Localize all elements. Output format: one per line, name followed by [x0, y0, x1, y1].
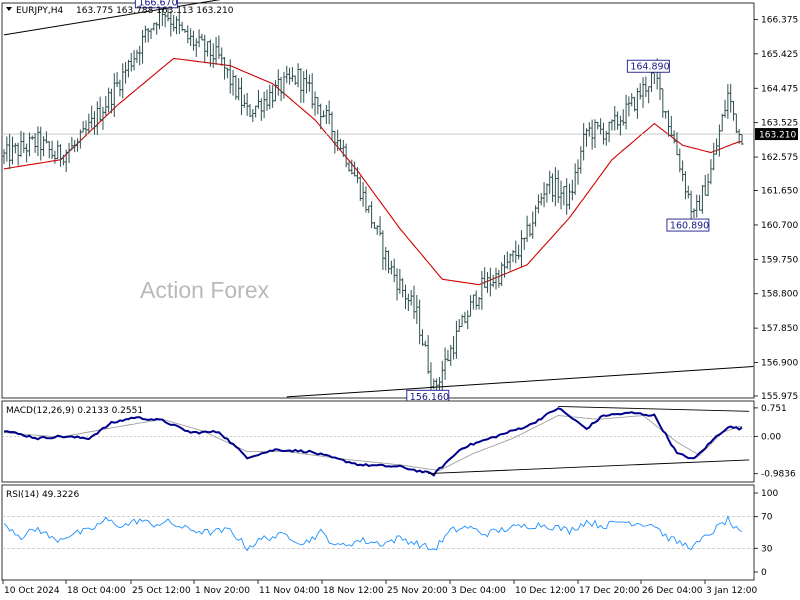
time-tick-label: 18 Oct 04:00 — [67, 586, 126, 596]
price-tick-label: 157.850 — [761, 324, 798, 334]
swing-label: 166.670 — [134, 0, 178, 8]
swing-label: 164.890 — [626, 59, 670, 73]
price-tick-label: 166.375 — [761, 15, 798, 25]
current-price-label: 163.210 — [759, 131, 796, 141]
price-trendline — [3, 0, 221, 36]
time-tick-label: 10 Oct 2024 — [4, 586, 60, 596]
svg-text:160.890: 160.890 — [670, 221, 709, 232]
macd-tick-label: -0.9836 — [761, 470, 796, 480]
time-tick-label: 10 Dec 12:00 — [515, 586, 576, 596]
swing-label: 160.890 — [666, 218, 710, 232]
macd-lines-layer — [2, 405, 754, 477]
macd-axis: 0.751 0.00 -0.9836 — [754, 404, 796, 480]
macd-signal-line — [3, 415, 742, 471]
ohlc-values: 163.775 163.788 163.113 163.210 — [76, 6, 234, 16]
time-tick-label: 26 Dec 04:00 — [642, 586, 703, 596]
price-tick-label: 158.800 — [761, 290, 798, 300]
price-tick-label: 162.575 — [761, 153, 798, 163]
candles-layer — [2, 0, 744, 395]
time-tick-label: 11 Nov 04:00 — [259, 586, 320, 596]
rsi-panel: RSI(14) 49.3226 100 70 30 0 — [1, 484, 778, 581]
chart-header: EURJPY,H4 163.775 163.788 163.113 163.21… — [6, 6, 234, 16]
price-tick-label: 164.475 — [761, 84, 798, 94]
price-trendline — [286, 365, 754, 398]
time-tick-label: 17 Dec 20:00 — [579, 586, 640, 596]
time-tick-label: 18 Nov 12:00 — [323, 586, 384, 596]
svg-text:156.160: 156.160 — [410, 392, 449, 403]
rsi-lines-layer — [2, 515, 754, 552]
price-tick-label: 160.700 — [761, 221, 798, 231]
watermark: Action Forex — [140, 277, 270, 303]
rsi-tick-label: 0 — [761, 568, 767, 578]
time-tick-label: 3 Jan 12:00 — [706, 586, 758, 596]
rsi-tick-label: 100 — [761, 489, 778, 499]
macd-line — [3, 407, 743, 477]
svg-text:166.670: 166.670 — [138, 0, 177, 8]
time-tick-label: 1 Nov 20:00 — [195, 586, 250, 596]
macd-panel: MACD(12,26,9) 0.2133 0.2551 0.751 0.00 -0.… — [1, 400, 796, 483]
macd-trendline — [558, 405, 750, 412]
macd-title: MACD(12,26,9) 0.2133 0.2551 — [6, 406, 143, 416]
price-tick-label: 165.425 — [761, 50, 798, 60]
macd-panel-frame — [1, 400, 755, 483]
rsi-line — [3, 515, 743, 552]
time-tick-label: 25 Nov 20:00 — [387, 586, 448, 596]
symbol-label: EURJPY,H4 — [16, 6, 64, 16]
price-tick-label: 163.525 — [761, 119, 798, 129]
time-axis: 10 Oct 2024 18 Oct 04:00 25 Oct 12:00 1 Nov… — [2, 580, 758, 596]
ma-layer — [3, 57, 742, 286]
rsi-tick-label: 30 — [761, 544, 773, 554]
macd-tick-label: 0.00 — [761, 432, 781, 442]
annotations-layer: 166.670 164.890 156.160 160.890 — [134, 0, 710, 403]
moving-average-line — [3, 57, 742, 286]
time-tick-label: 3 Dec 04:00 — [451, 586, 506, 596]
price-tick-label: 155.975 — [761, 392, 798, 402]
time-tick-label: 25 Oct 12:00 — [132, 586, 191, 596]
trendlines-layer — [3, 0, 754, 398]
price-axis: 166.375 165.425 164.475 163.525 162.575 161.6… — [754, 15, 798, 402]
macd-tick-label: 0.751 — [761, 404, 787, 414]
dropdown-triangle-icon[interactable] — [6, 7, 12, 11]
main-price-panel: 166.670 164.890 156.160 160.890 Action Fore… — [1, 0, 798, 403]
rsi-title: RSI(14) 49.3226 — [6, 490, 79, 500]
macd-trendline — [428, 459, 750, 475]
current-price-tag — [755, 128, 798, 141]
rsi-axis: 100 70 30 0 — [754, 489, 778, 578]
candle — [740, 134, 744, 145]
svg-text:164.890: 164.890 — [630, 62, 669, 73]
price-tick-label: 161.650 — [761, 187, 798, 197]
rsi-panel-frame — [1, 484, 755, 581]
price-tick-label: 159.750 — [761, 255, 798, 265]
rsi-tick-label: 70 — [761, 513, 773, 523]
price-tick-label: 156.900 — [761, 359, 798, 369]
